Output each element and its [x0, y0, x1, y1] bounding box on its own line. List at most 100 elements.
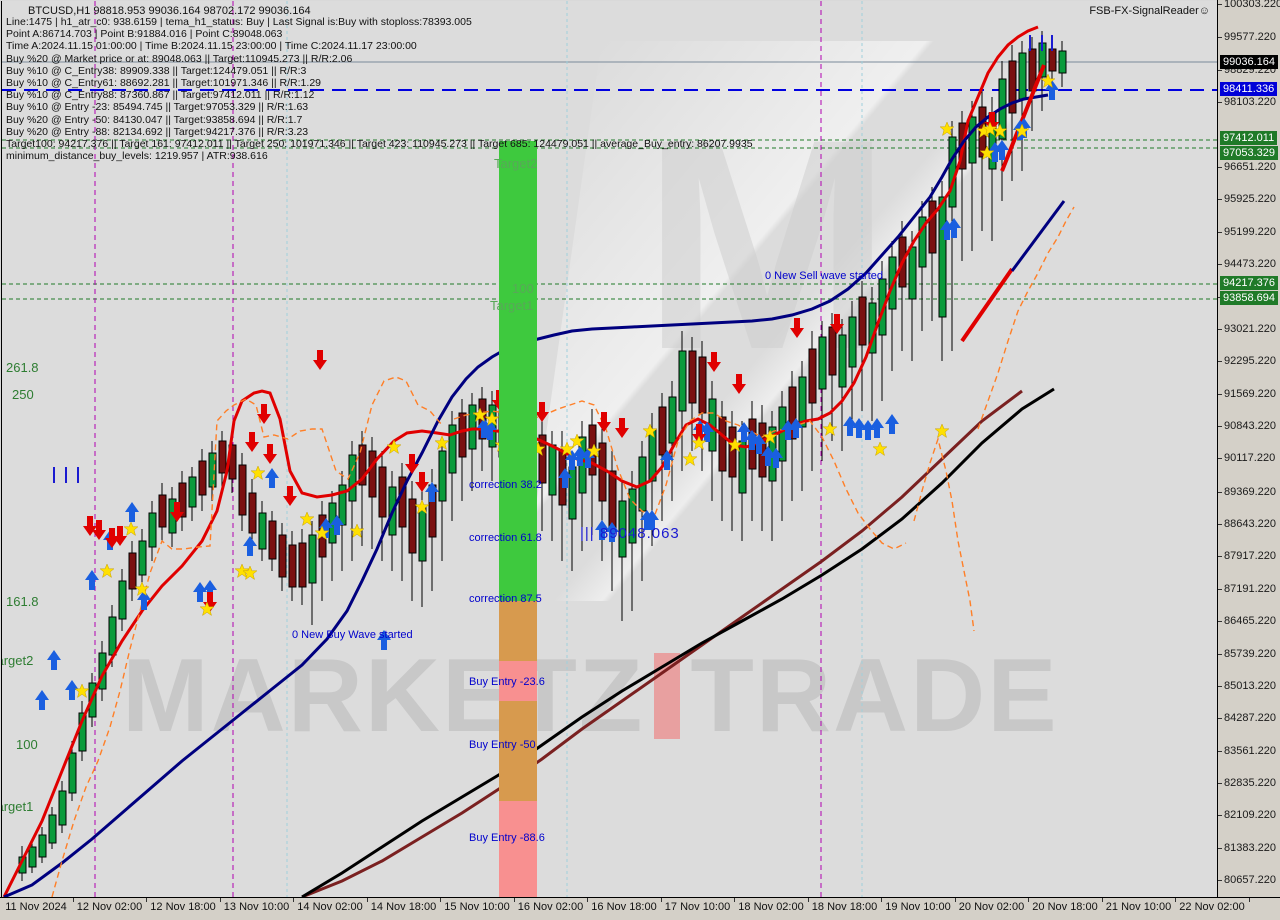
fib-label-250: 250: [12, 387, 34, 402]
indicator-name-label: FSB-FX-SignalReader☺: [1089, 5, 1210, 17]
time-tick-mark: [807, 898, 809, 902]
time-tick-label: 12 Nov 02:00: [76, 901, 143, 913]
info-line-3: Buy %20 @ Market price or at: 89048.063 …: [6, 52, 353, 65]
price-tick-label: 85739.220: [1224, 647, 1276, 660]
price-tick-label: 93021.220: [1224, 322, 1276, 335]
price-tick-label: 82109.220: [1224, 809, 1276, 822]
price-tick-label: 87191.220: [1224, 582, 1276, 595]
price-tick-label: 92295.220: [1224, 355, 1276, 368]
info-line-0: Line:1475 | h1_atr_c0: 938.6159 | tema_h…: [6, 16, 472, 28]
time-tick-label: 13 Nov 10:00: [223, 901, 290, 913]
chart-vector-layer: [2, 1, 1219, 897]
smiley-icon: ☺: [1198, 5, 1210, 17]
buy-arrow-markers: [35, 80, 1059, 710]
long-ma-dark-red-line: [301, 389, 1023, 897]
info-line-8: Buy %20 @ Entry -50: 84130.047 || Target…: [6, 113, 303, 126]
price-tick-label: 81383.220: [1224, 841, 1276, 854]
fib-label-1618: 161.8: [6, 594, 39, 609]
price-tick-label: 94473.220: [1224, 258, 1276, 271]
band-target-green: [499, 141, 537, 661]
fib-label-100-left: 100: [16, 737, 38, 752]
time-tick-label: 16 Nov 02:00: [517, 901, 584, 913]
time-tick-mark: [72, 898, 74, 902]
time-tick-label: 18 Nov 18:00: [811, 901, 878, 913]
indicator-label-text: FSB-FX-SignalReader: [1089, 5, 1199, 17]
time-tick-label: 20 Nov 18:00: [1032, 901, 1098, 913]
annotation-correction-382: correction 38.2: [469, 479, 542, 491]
star-markers: [74, 73, 1056, 698]
time-tick-mark: [954, 898, 956, 902]
band-label-100: 100: [512, 281, 534, 296]
time-tick-label: 21 Nov 10:00: [1105, 901, 1172, 913]
time-tick-mark: [587, 898, 589, 902]
price-label-target-100: 94217.376: [1220, 276, 1278, 290]
time-tick-mark: [660, 898, 662, 902]
price-tick-label: 85013.220: [1224, 679, 1276, 692]
time-tick-label: 12 Nov 18:00: [150, 901, 216, 913]
parabolic-sar-series: [51, 206, 1075, 897]
time-scale[interactable]: 11 Nov 2024 12 Nov 02:00 12 Nov 18:00 13 No…: [0, 897, 1280, 920]
time-tick-mark: [293, 898, 295, 902]
time-tick-mark: [734, 898, 736, 902]
price-label-order: 98411.336: [1220, 82, 1278, 96]
price-tick-label: 95199.220: [1224, 225, 1276, 238]
price-label-target-161: 97412.011: [1220, 131, 1278, 145]
time-tick-mark: [219, 898, 221, 902]
time-tick-mark: [1175, 898, 1177, 902]
time-tick-label: 17 Nov 10:00: [664, 901, 731, 913]
time-tick-label: 11 Nov 2024: [5, 901, 67, 913]
time-tick-label: 14 Nov 18:00: [370, 901, 437, 913]
fib-label-target2-left: Target2: [2, 653, 34, 668]
annotation-point-c-price: ||| 89048.063: [580, 525, 680, 542]
info-line-11: minimum_distance_buy_levels: 1219.957 | …: [6, 150, 268, 163]
price-tick-label: 84287.220: [1224, 712, 1276, 725]
price-tick-label: 87917.220: [1224, 550, 1276, 563]
band-entry-red-upper: [499, 661, 537, 701]
price-tick-label: 98103.220: [1224, 96, 1276, 109]
time-tick-label: 15 Nov 10:00: [444, 901, 510, 913]
trend-rays-red: [960, 64, 1046, 343]
time-tick-mark: [1248, 898, 1250, 902]
annotation-buy-entry-236: Buy Entry -23.6: [469, 676, 545, 688]
time-tick-mark: [513, 898, 515, 902]
price-tick-label: 88643.220: [1224, 518, 1276, 531]
price-tick-label: 90117.220: [1224, 452, 1276, 465]
band-entry-orange: [499, 601, 537, 801]
info-line-9: Buy %20 @ Entry -88: 82134.692 || Target…: [6, 125, 309, 138]
vertical-session-lines: [286, 1, 863, 897]
price-tick-label: 95925.220: [1224, 193, 1276, 206]
price-label-target-93858: 93858.694: [1220, 291, 1278, 305]
annotation-new-sell-wave: 0 New Sell wave started: [765, 270, 883, 282]
info-line-7: Buy %10 @ Entry -23: 85494.745 || Target…: [6, 101, 309, 114]
time-tick-mark: [1101, 898, 1103, 902]
slow-ma-line: [3, 93, 1049, 897]
price-tick-label: 89369.220: [1224, 485, 1276, 498]
info-line-1: Point A:86714.703 | Point B:91884.016 | …: [6, 28, 283, 41]
time-tick-mark: [146, 898, 148, 902]
band-label-target1: Target1: [490, 298, 534, 313]
time-tick-label: 16 Nov 18:00: [591, 901, 657, 913]
trend-ray-blue: [1010, 200, 1066, 272]
price-tick-label: 91569.220: [1224, 387, 1276, 400]
annotation-correction-875: correction 87.5: [469, 593, 542, 605]
price-label-target-97053: 97053.329: [1220, 146, 1278, 160]
band-entry-red-lower: [499, 801, 537, 897]
time-tick-mark: [1028, 898, 1030, 902]
info-line-5: Buy %10 @ C_Entry61: 88692.281 || Target…: [6, 76, 321, 89]
fib-label-2618: 261.8: [6, 360, 39, 375]
long-ma-black-line: [301, 387, 1055, 897]
annotation-buy-entry-50: Buy Entry -50: [469, 739, 536, 751]
annotation-new-buy-wave: 0 New Buy Wave started: [292, 629, 413, 641]
price-tick-label: 100303.220: [1224, 0, 1280, 11]
info-line-6: Buy %10 @ C_Entry88: 87360.867 || Target…: [6, 89, 315, 102]
info-line-2: Time A:2024.11.15 01:00:00 | Time B:2024…: [6, 40, 417, 53]
annotation-buy-entry-886: Buy Entry -88.6: [469, 832, 545, 844]
price-scale[interactable]: 100303.220 99577.220 98829.220 98103.220 966…: [1217, 0, 1280, 898]
price-tick-label: 90843.220: [1224, 420, 1276, 432]
annotation-correction-618: correction 61.8: [469, 532, 542, 544]
price-tick-label: 80657.220: [1224, 874, 1276, 887]
price-tick-label: 83561.220: [1224, 744, 1276, 757]
time-tick-label: 22 Nov 02:00: [1179, 901, 1245, 913]
info-line-10: Target100: 94217.376 || Target 161: 9741…: [6, 137, 753, 150]
